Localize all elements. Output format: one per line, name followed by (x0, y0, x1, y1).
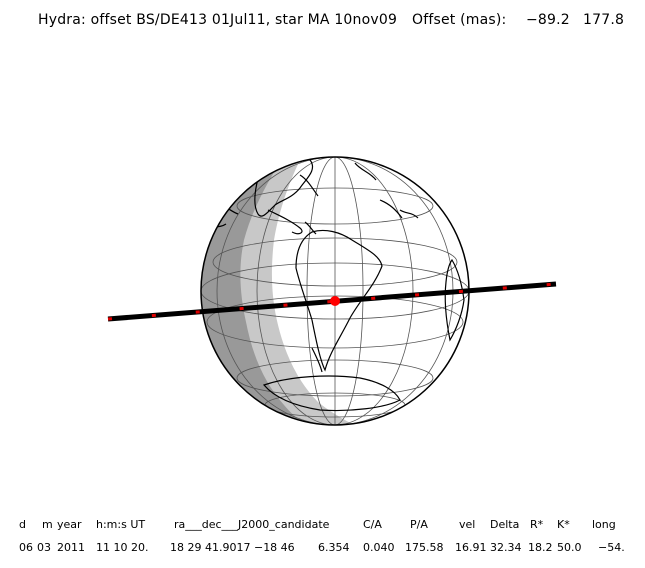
header-cell: d (19, 518, 26, 531)
header-cell: year (57, 518, 82, 531)
header-cell: m (42, 518, 53, 531)
data-cell: 2011 (57, 541, 85, 554)
header-cell: h:m:s UT (96, 518, 146, 531)
header-cell: vel (459, 518, 476, 531)
header-cell: ra___dec___J2000_candidate (174, 518, 330, 531)
offset-dec-value: 177.8 (583, 12, 625, 28)
data-cell: 03 (37, 541, 51, 554)
header-cell: long (592, 518, 616, 531)
data-cell: 06 (19, 541, 33, 554)
header-cell: P/A (410, 518, 428, 531)
data-cell: 18 29 41.9017 −18 46 (170, 541, 295, 554)
data-cell: 18.2 (528, 541, 553, 554)
data-cell: 11 10 20. (96, 541, 149, 554)
data-cell: 175.58 (405, 541, 444, 554)
offset-ra-value: −89.2 (526, 12, 570, 28)
data-cell: −54. (598, 541, 625, 554)
title-text: Hydra: offset BS/DE413 01Jul11, star MA … (38, 12, 398, 28)
header-cell: R* (530, 518, 544, 531)
data-cell: 50.0 (557, 541, 582, 554)
header-cell: Delta (490, 518, 520, 531)
offset-label: Offset (mas): (412, 12, 507, 28)
data-cell: 32.34 (490, 541, 522, 554)
header-cell: K* (557, 518, 570, 531)
header-cell: C/A (363, 518, 382, 531)
data-cell: 0.040 (363, 541, 395, 554)
data-cell: 6.354 (318, 541, 350, 554)
data-cell: 16.91 (455, 541, 487, 554)
closest-approach-dot (330, 296, 340, 306)
